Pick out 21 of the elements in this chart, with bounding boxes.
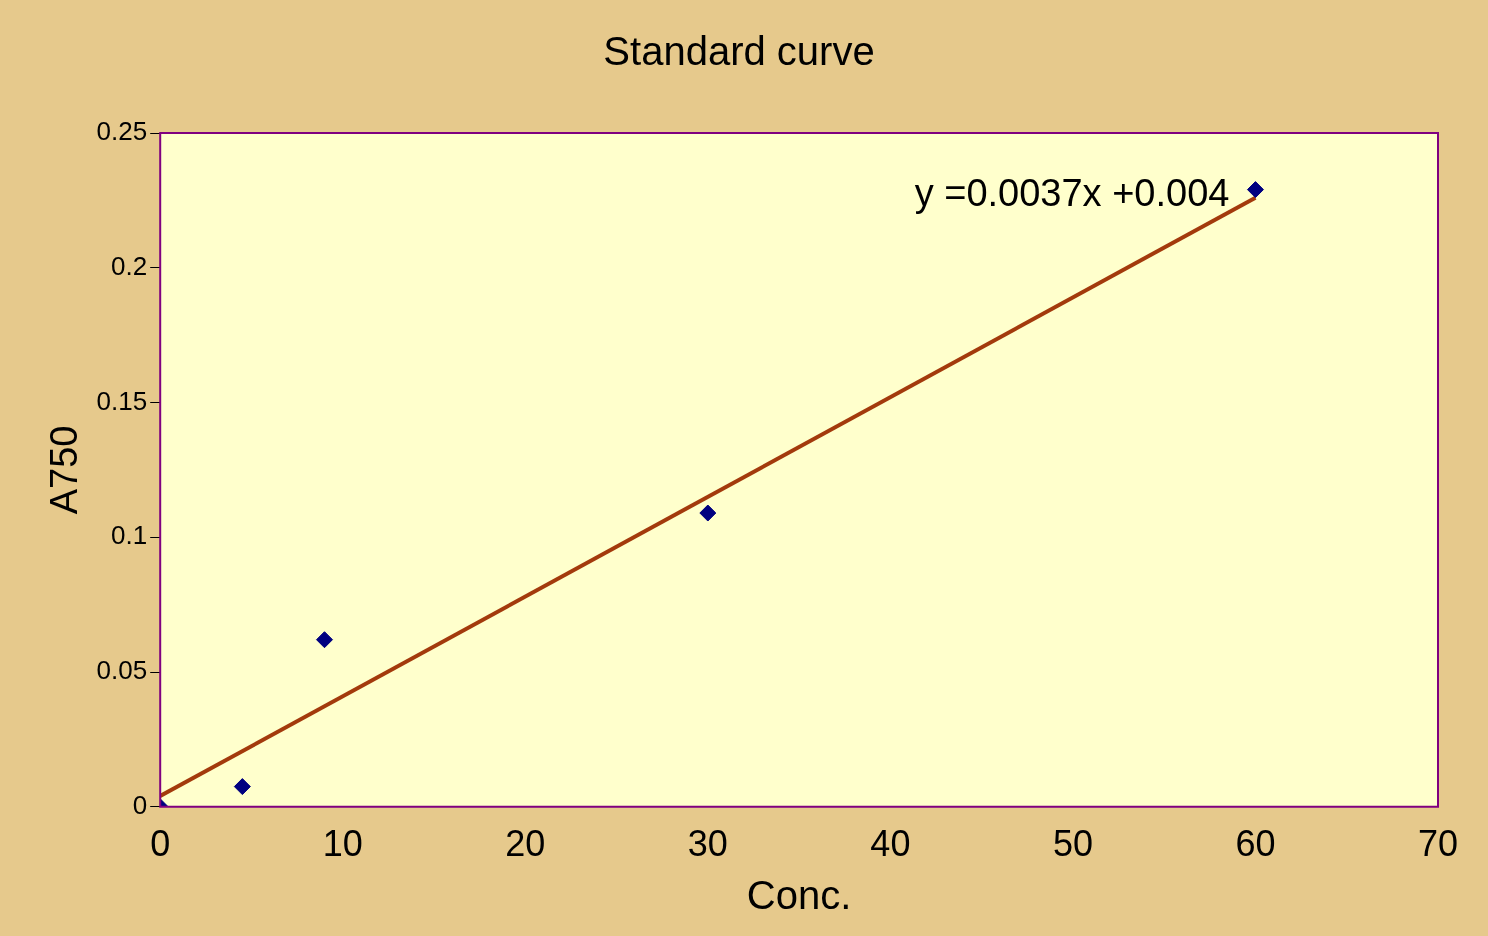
y-tick-label: 0.05 (96, 655, 148, 686)
y-tick-label: 0.15 (96, 385, 148, 416)
x-tick-label: 10 (322, 823, 363, 865)
x-axis-title: Conc. (746, 873, 852, 918)
y-tick-label: 0 (132, 789, 148, 820)
x-tick-label: 40 (870, 823, 911, 865)
chart-title: Standard curve (603, 29, 875, 74)
x-tick-label: 20 (505, 823, 546, 865)
y-tick-label: 0.25 (96, 116, 148, 147)
x-tick-label: 50 (1052, 823, 1093, 865)
point (699, 504, 717, 522)
y-axis-title: A750 (43, 425, 86, 515)
point (233, 778, 251, 796)
y-tick-label: 0.1 (111, 520, 148, 551)
point (315, 631, 333, 649)
point (1246, 181, 1264, 199)
annotation: y =0.0037x +0.004 (914, 172, 1230, 215)
y-tick-label: 0.2 (111, 250, 148, 281)
x-tick-label: 70 (1417, 823, 1459, 865)
x-tick-label: 30 (687, 823, 728, 865)
x-tick-label: 60 (1235, 823, 1276, 865)
